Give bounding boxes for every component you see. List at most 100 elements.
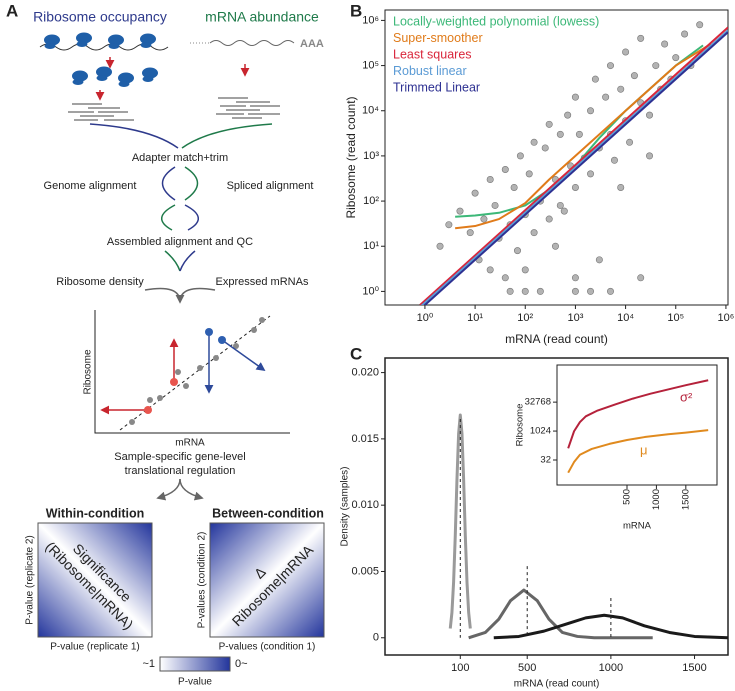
y-axis-label: Ribosome (read count) (344, 96, 358, 218)
mini-plot (144, 406, 152, 414)
ribosome-icons (39, 32, 169, 121)
y-tick-label: 1024 (530, 426, 551, 437)
legend-entry: Super-smoother (393, 31, 483, 45)
point (530, 229, 538, 237)
mrna-icons (190, 40, 295, 119)
mrna-icons (216, 97, 280, 119)
fit-line (423, 31, 728, 305)
point (571, 287, 579, 295)
mini-plot (129, 317, 265, 425)
point (587, 170, 595, 178)
point (587, 107, 595, 115)
mini-plot (175, 369, 181, 375)
point (606, 287, 614, 295)
point (501, 166, 509, 174)
point (646, 111, 654, 119)
fit-line (455, 43, 712, 230)
point (571, 183, 579, 191)
ribosome-icons (118, 72, 134, 87)
point (587, 287, 595, 295)
y-tick-label: 32 (540, 455, 551, 466)
pipeline-connectors (144, 287, 185, 304)
point (661, 40, 669, 48)
axis-label: P-values (condition 1) (219, 642, 316, 653)
colorbar-title: P-value (178, 677, 212, 688)
x-tick-label: 10⁰ (417, 312, 434, 324)
x-tick-label: 10³ (567, 312, 583, 324)
pipeline-connectors (89, 123, 273, 501)
ribosome-icons (108, 34, 124, 49)
fit-line (468, 588, 653, 640)
pipeline-connectors (179, 287, 216, 303)
point (556, 201, 564, 209)
pipeline-connectors (164, 250, 181, 272)
pipeline-connectors (181, 123, 273, 149)
x-tick-label: 10² (517, 312, 533, 324)
y-tick-label: 0.005 (351, 565, 379, 577)
point (571, 93, 579, 101)
series-label: σ² (680, 389, 693, 404)
point (530, 138, 538, 146)
point (480, 215, 488, 223)
poly-a: AAA (300, 38, 324, 50)
point (486, 176, 494, 184)
y-tick-label: 0.015 (351, 433, 379, 445)
legend-entry: Locally-weighted polynomial (lowess) (393, 14, 599, 28)
pipeline-connectors (156, 478, 181, 501)
fit-line (420, 29, 728, 305)
point (525, 170, 533, 178)
point (486, 266, 494, 274)
mini-plot (221, 339, 266, 372)
mini-plot (218, 336, 226, 344)
heatmap-title: Within-condition (46, 506, 144, 520)
point (506, 287, 514, 295)
y-tick-label: 10³ (363, 150, 379, 162)
point (560, 207, 568, 215)
panel-label: A (6, 1, 18, 20)
y-tick-label: 0.010 (351, 499, 379, 511)
point (466, 229, 474, 237)
point (591, 75, 599, 83)
point (617, 85, 625, 93)
heatmap-title: Between-condition (212, 506, 324, 520)
fit-line (419, 26, 728, 305)
point (556, 130, 564, 138)
point (637, 274, 645, 282)
x-tick-label: 500 (518, 662, 536, 674)
point (541, 144, 549, 152)
y-tick-label: 10⁰ (362, 285, 379, 297)
point (696, 21, 704, 29)
x-axis-label: mRNA (read count) (505, 332, 608, 346)
diagram: Ribosome occupancy mRNA abundance AAA (25, 9, 325, 688)
mini-plot (251, 327, 257, 333)
panel-label: B (350, 1, 362, 20)
y-tick-label: 0.020 (351, 366, 379, 378)
pipeline-connectors (89, 123, 179, 149)
heatmap (37, 522, 153, 638)
x-tick-label: 100 (451, 662, 469, 674)
point (646, 152, 654, 160)
point (630, 72, 638, 80)
y-tick-label: 0 (373, 632, 379, 644)
point (521, 266, 529, 274)
fit-line (448, 413, 472, 629)
x-axis-label: mRNA (read count) (514, 679, 600, 690)
colorbar-label: 0~ (235, 658, 248, 670)
point (602, 93, 610, 101)
ribosome-icons (96, 66, 112, 81)
y-tick-label: 10² (363, 195, 379, 207)
pipeline-connectors (161, 166, 176, 201)
step-label: Expressed mRNAs (216, 276, 309, 288)
series-label: μ (640, 442, 648, 457)
mini-plot (259, 317, 265, 323)
legend-entry: Least squares (393, 47, 472, 61)
x-tick-label: 10⁴ (617, 312, 634, 324)
ribosome-icons (44, 34, 60, 49)
x-tick-label: 500 (622, 489, 633, 505)
step-label: Spliced alignment (227, 180, 314, 192)
fit-line (493, 613, 728, 640)
y-tick-label: 10¹ (363, 240, 379, 252)
point (637, 34, 645, 42)
step-label: Genome alignment (44, 180, 137, 192)
y-axis-label: Density (samples) (340, 466, 351, 546)
